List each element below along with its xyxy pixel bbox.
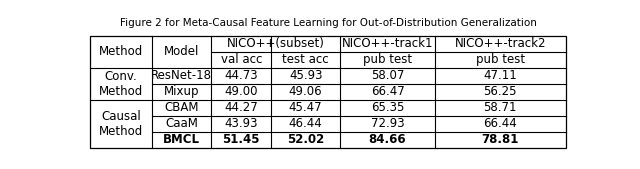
Text: ResNet-18: ResNet-18 bbox=[151, 69, 212, 82]
Text: Figure 2 for Meta-Causal Feature Learning for Out-of-Distribution Generalization: Figure 2 for Meta-Causal Feature Learnin… bbox=[120, 18, 536, 28]
Text: 47.11: 47.11 bbox=[483, 69, 517, 82]
Text: 43.93: 43.93 bbox=[225, 117, 258, 130]
Text: Mixup: Mixup bbox=[164, 85, 200, 98]
Text: 78.81: 78.81 bbox=[482, 133, 519, 146]
Text: 44.27: 44.27 bbox=[225, 101, 258, 114]
Text: 46.44: 46.44 bbox=[289, 117, 323, 130]
Text: 84.66: 84.66 bbox=[369, 133, 406, 146]
Text: Method: Method bbox=[99, 45, 143, 58]
Text: 65.35: 65.35 bbox=[371, 101, 404, 114]
Text: CBAM: CBAM bbox=[164, 101, 199, 114]
Text: Model: Model bbox=[164, 45, 200, 58]
Text: 56.25: 56.25 bbox=[484, 85, 517, 98]
Text: BMCL: BMCL bbox=[163, 133, 200, 146]
Text: 49.06: 49.06 bbox=[289, 85, 323, 98]
Text: test acc: test acc bbox=[282, 53, 329, 66]
Text: 58.71: 58.71 bbox=[484, 101, 517, 114]
Text: 66.47: 66.47 bbox=[371, 85, 404, 98]
Text: 58.07: 58.07 bbox=[371, 69, 404, 82]
Text: 72.93: 72.93 bbox=[371, 117, 404, 130]
Text: 45.93: 45.93 bbox=[289, 69, 323, 82]
Text: 49.00: 49.00 bbox=[225, 85, 258, 98]
Text: Conv.
Method: Conv. Method bbox=[99, 70, 143, 98]
Text: 66.44: 66.44 bbox=[483, 117, 517, 130]
Text: pub test: pub test bbox=[476, 53, 525, 66]
Text: NICO++(subset): NICO++(subset) bbox=[227, 37, 325, 50]
Text: 52.02: 52.02 bbox=[287, 133, 324, 146]
Bar bbox=[90, 36, 566, 148]
Text: 51.45: 51.45 bbox=[223, 133, 260, 146]
Text: 44.73: 44.73 bbox=[225, 69, 258, 82]
Text: CaaM: CaaM bbox=[165, 117, 198, 130]
Text: Causal
Method: Causal Method bbox=[99, 110, 143, 138]
Text: NICO++-track1: NICO++-track1 bbox=[342, 37, 433, 50]
Text: pub test: pub test bbox=[363, 53, 412, 66]
Text: NICO++-track2: NICO++-track2 bbox=[454, 37, 546, 50]
Text: val acc: val acc bbox=[221, 53, 262, 66]
Text: 45.47: 45.47 bbox=[289, 101, 323, 114]
